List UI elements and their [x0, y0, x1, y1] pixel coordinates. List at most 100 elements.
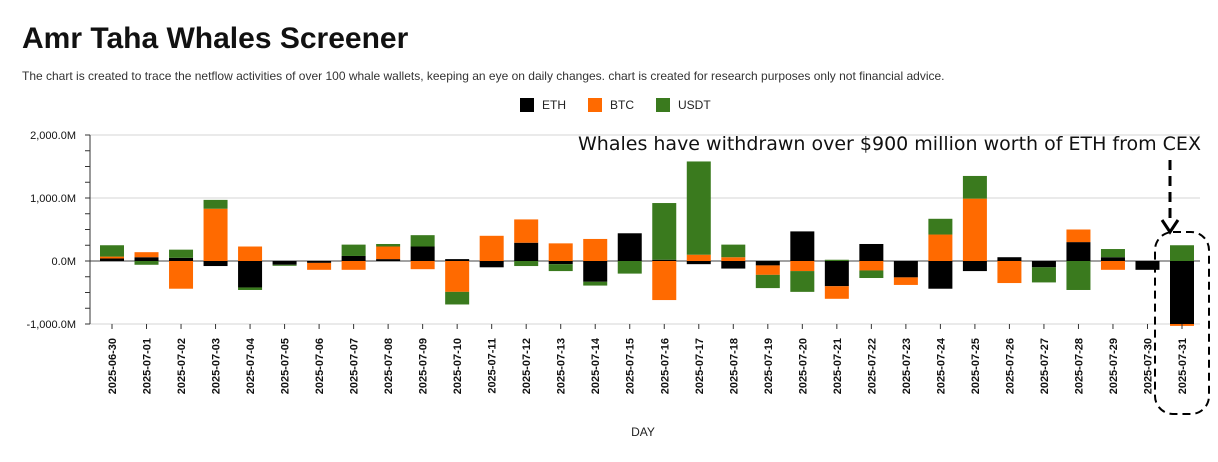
bar-btc-2025-07-07: [341, 261, 366, 270]
bar-eth-2025-07-05: [272, 261, 297, 265]
bar-btc-2025-07-01: [134, 252, 159, 258]
grid-layer: [90, 134, 1200, 325]
bar-btc-2025-07-04: [238, 246, 263, 261]
bar-eth-2025-07-04: [238, 261, 263, 288]
bar-usdt-2025-07-28: [1066, 261, 1091, 290]
bar-btc-2025-07-25: [962, 198, 987, 261]
y-tick-label: 2,000.0M: [30, 130, 76, 142]
bar-usdt-2025-07-29: [1100, 249, 1125, 258]
bar-usdt-2025-07-08: [376, 243, 401, 247]
x-tick-label: 2025-07-16: [659, 338, 671, 394]
bar-eth-2025-07-19: [755, 261, 780, 266]
annotation-layer: [1154, 160, 1210, 415]
x-tick-label: 2025-07-18: [728, 338, 740, 394]
bar-usdt-2025-07-15: [617, 261, 642, 274]
bar-btc-2025-07-06: [307, 262, 332, 270]
legend-label-usdt: USDT: [678, 98, 711, 112]
bar-usdt-2025-07-21: [824, 259, 849, 261]
bar-usdt-2025-07-25: [962, 175, 987, 199]
x-tick-label: 2025-07-05: [280, 338, 292, 394]
bar-usdt-2025-07-01: [134, 261, 159, 265]
bar-usdt-2025-07-17: [686, 161, 711, 255]
annotation-text: Whales have withdrawn over $900 million …: [578, 133, 1201, 155]
bar-btc-2025-07-24: [928, 234, 953, 261]
legend-label-eth: ETH: [542, 98, 566, 112]
bar-btc-2025-07-18: [721, 257, 746, 261]
legend-swatch-usdt: [656, 98, 670, 112]
bar-eth-2025-07-10: [445, 259, 470, 261]
bar-eth-2025-07-16: [652, 259, 677, 261]
page-title: Amr Taha Whales Screener: [22, 22, 409, 55]
bar-usdt-2025-07-10: [445, 291, 470, 305]
x-tick-label: 2025-07-17: [694, 338, 706, 394]
bar-eth-2025-07-06: [307, 261, 332, 263]
x-tick-label: 2025-07-31: [1177, 338, 1189, 394]
x-tick-label: 2025-07-09: [418, 338, 430, 394]
bar-eth-2025-07-09: [410, 246, 435, 261]
bar-eth-2025-07-11: [479, 261, 504, 268]
bar-usdt-2025-07-07: [341, 244, 366, 256]
bar-eth-2025-07-25: [962, 261, 987, 272]
x-tick-label: 2025-07-23: [901, 338, 913, 394]
bar-btc-2025-07-17: [686, 254, 711, 261]
x-tick-label: 2025-07-24: [935, 337, 947, 394]
bar-eth-2025-07-28: [1066, 242, 1091, 261]
bar-eth-2025-07-18: [721, 261, 746, 269]
annotation-highlight-box: [1154, 231, 1210, 415]
bar-btc-2025-07-19: [755, 265, 780, 275]
bar-usdt-2025-07-27: [1031, 267, 1056, 283]
bar-usdt-2025-07-18: [721, 244, 746, 258]
x-tick-label: 2025-07-19: [763, 338, 775, 394]
bar-btc-2025-07-26: [997, 261, 1022, 284]
annotation-arrowhead: [1160, 219, 1180, 235]
bar-usdt-2025-06-30: [100, 245, 124, 257]
bar-btc-2025-07-02: [169, 261, 194, 289]
bar-usdt-2025-07-24: [928, 218, 953, 235]
x-tick-label: 2025-07-13: [556, 338, 568, 394]
bar-btc-2025-07-13: [548, 243, 573, 261]
bar-btc-2025-07-14: [583, 238, 608, 261]
bar-eth-2025-07-29: [1100, 257, 1125, 261]
bar-eth-2025-07-22: [859, 243, 884, 261]
bar-eth-2025-07-27: [1031, 261, 1056, 268]
x-tick-label: 2025-07-29: [1108, 338, 1120, 394]
legend-item-btc[interactable]: BTC: [588, 98, 634, 112]
bar-eth-2025-07-26: [997, 257, 1022, 261]
bar-btc-2025-07-08: [376, 246, 401, 260]
bar-usdt-2025-07-20: [790, 271, 815, 292]
bar-eth-2025-07-12: [514, 242, 539, 261]
x-tick-label: 2025-07-04: [245, 337, 257, 394]
x-tick-label: 2025-07-21: [832, 338, 844, 394]
x-tick-label: 2025-07-06: [314, 338, 326, 394]
bar-usdt-2025-07-13: [548, 264, 573, 272]
x-tick-label: 2025-07-01: [142, 338, 154, 394]
bar-usdt-2025-07-09: [410, 235, 435, 247]
bar-eth-2025-06-30: [100, 258, 124, 261]
bar-btc-2025-07-28: [1066, 229, 1091, 243]
y-tick-label: 0.0M: [52, 256, 76, 268]
axis-layer: 2,000.0M 1,000.0M 0.0M -1,000.0M 2025-06-30 2…: [26, 130, 1189, 439]
bar-eth-2025-07-23: [893, 261, 918, 278]
legend-swatch-btc: [588, 98, 602, 112]
bar-btc-2025-07-20: [790, 261, 815, 272]
bar-eth-2025-07-03: [203, 261, 228, 267]
x-tick-label: 2025-07-07: [349, 338, 361, 394]
x-tick-label: 2025-07-15: [625, 338, 637, 394]
bar-btc-2025-07-11: [479, 235, 504, 261]
bar-eth-2025-07-01: [134, 257, 159, 261]
x-tick-label: 2025-07-22: [866, 338, 878, 394]
bar-eth-2025-07-30: [1135, 261, 1160, 270]
x-tick-label: 2025-07-12: [521, 338, 533, 394]
bar-btc-2025-07-23: [893, 277, 918, 285]
bar-eth-2025-07-02: [169, 257, 194, 261]
bar-eth-2025-07-14: [583, 261, 608, 282]
bar-usdt-2025-07-16: [652, 203, 677, 260]
x-tick-label: 2025-07-28: [1073, 338, 1085, 394]
bar-eth-2025-07-15: [617, 233, 642, 261]
legend-item-eth[interactable]: ETH: [520, 98, 566, 112]
y-tick-label: 1,000.0M: [30, 193, 76, 205]
bar-btc-2025-07-22: [859, 261, 884, 271]
x-tick-label: 2025-07-14: [590, 337, 602, 394]
legend-item-usdt[interactable]: USDT: [656, 98, 711, 112]
